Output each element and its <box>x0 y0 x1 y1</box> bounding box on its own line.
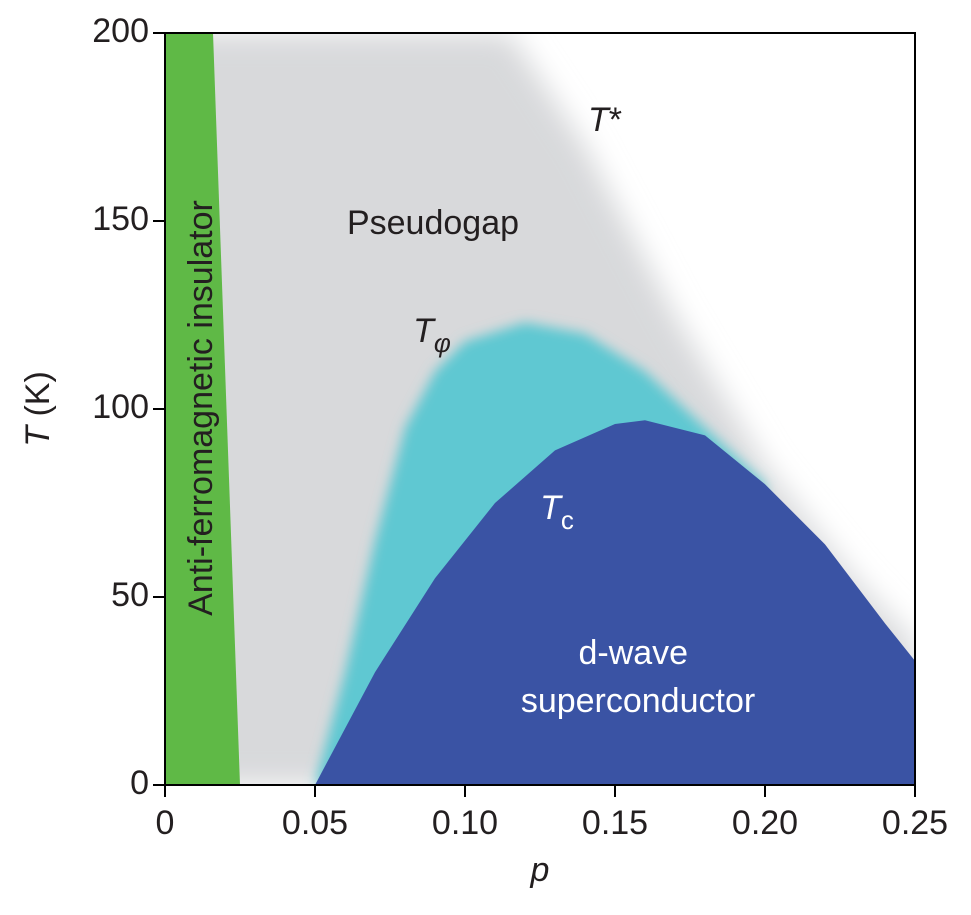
y-tick-label: 0 <box>130 764 149 802</box>
phase-region <box>315 420 915 785</box>
region-label: Anti-ferromagnetic insulator <box>182 200 220 616</box>
x-axis-label: p <box>530 851 550 889</box>
curve-label: Tφ <box>413 312 451 358</box>
y-axis-label: T (K) <box>19 371 57 447</box>
x-tick-label: 0.10 <box>432 804 498 842</box>
y-tick-label: 200 <box>92 12 149 50</box>
labels: 0 50 100 150 200 0 0.05 0.10 0.15 0.20 0.25 p T (K) T… <box>19 12 948 889</box>
y-tick-label: 50 <box>111 576 149 614</box>
curve-label: Tc <box>540 489 574 535</box>
x-tick-label: 0.15 <box>582 804 648 842</box>
y-tick-label: 150 <box>92 200 149 238</box>
curve-label: T* <box>588 101 622 139</box>
y-tick-label: 100 <box>92 388 149 426</box>
plot-area <box>165 33 915 785</box>
afm-region <box>165 33 240 785</box>
region-label: d-wave superconductor <box>521 634 755 720</box>
x-tick-label: 0.05 <box>282 804 348 842</box>
x-tick-label: 0 <box>156 804 175 842</box>
region-label: Pseudogap <box>347 204 519 242</box>
x-tick-label: 0.20 <box>732 804 798 842</box>
x-tick-label: 0.25 <box>882 804 948 842</box>
